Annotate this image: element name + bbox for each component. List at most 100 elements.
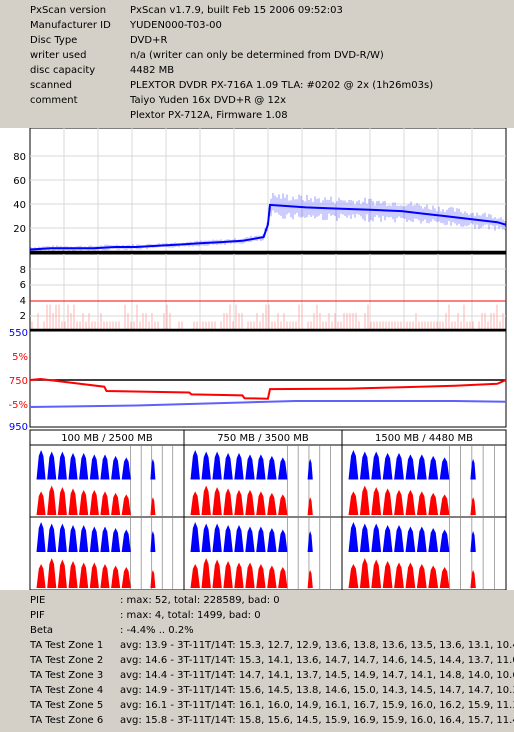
ta-histogram-peak (428, 528, 439, 552)
ta-histogram-peak (359, 485, 370, 515)
pie-panel: 80 60 40 20 (13, 127, 507, 254)
ta-histogram-peak (267, 492, 277, 515)
ta-histogram-peak (234, 452, 244, 480)
ta-histogram-peak (212, 523, 222, 552)
ta-histogram-peak (111, 455, 121, 480)
result-row-ta4: TA Test Zone 4 avg: 14.9 - 3T-11T/14T: 15… (0, 683, 514, 698)
ta-histogram-peak (150, 458, 156, 480)
results-footer: PIE: max: 52, total: 228589, bad: 0 PIF:… (0, 593, 514, 732)
ta-histogram-peak (79, 452, 89, 480)
result-label: TA Test Zone 2 (30, 655, 104, 666)
beta-jitter-panel: 550 5% 750 -5% 950 (9, 328, 507, 433)
result-row-pie: PIE: max: 52, total: 228589, bad: 0 (0, 593, 514, 608)
ta-histogram-peak (79, 525, 89, 552)
ta-histogram-peak (245, 526, 255, 552)
ta-histogram-peak (394, 562, 404, 588)
result-row-ta1: TA Test Zone 1 avg: 13.9 - 3T-11T/14T: 15… (0, 638, 514, 653)
info-label: PxScan version (30, 5, 107, 16)
info-row-disc-type: Disc Type DVD+R (0, 34, 514, 47)
ta-histogram-peak (47, 451, 57, 480)
result-label: PIF (30, 610, 45, 621)
jitter-ytick-750: 750 (9, 376, 28, 387)
scan-chart: 80 60 40 20 8 6 4 2 550 5% 750 - (9, 127, 507, 591)
ta-histogram-peak (36, 564, 46, 588)
result-value: avg: 15.8 - 3T-11T/14T: 15.8, 15.6, 14.5… (120, 715, 514, 726)
result-label: PIE (30, 595, 46, 606)
ta-histogram-peak (470, 458, 476, 480)
info-value: Plextor PX-712A, Firmware 1.08 (130, 110, 288, 121)
ta-histogram-peak (428, 455, 439, 480)
ta-histogram-peak (89, 489, 99, 515)
result-label: TA Test Zone 4 (30, 685, 104, 696)
jitter-ytick-950: 950 (9, 422, 28, 433)
ta-histogram-peak (47, 523, 57, 552)
ta-histogram-peak (79, 489, 89, 515)
result-value: avg: 14.4 - 3T-11T/14T: 14.7, 14.1, 13.7… (120, 670, 514, 681)
info-row-writer: writer used n/a (writer can only be deter… (0, 49, 514, 62)
pie-ytick-40: 40 (13, 200, 26, 211)
result-row-ta3: TA Test Zone 3 avg: 14.4 - 3T-11T/14T: 14… (0, 668, 514, 683)
ta-histogram-peak (100, 564, 110, 588)
info-row-capacity: disc capacity 4482 MB (0, 64, 514, 77)
ta-histogram-peak (416, 526, 427, 552)
ta-histogram-peak (416, 564, 427, 588)
ta-histogram-peak (212, 451, 222, 480)
ta-histogram-peak (100, 526, 110, 552)
ta-histogram-peak (201, 451, 211, 480)
ta-histogram-peak (307, 497, 313, 515)
ta-histogram-peak (371, 559, 382, 588)
pif-panel: 8 6 4 2 (20, 253, 507, 332)
info-label: disc capacity (30, 65, 96, 76)
ta-histogram-peak (348, 522, 359, 552)
ta-histogram-peak (394, 525, 404, 552)
ta-histogram-peak (428, 565, 439, 588)
ta-histogram-peak (245, 489, 255, 515)
info-value: PxScan v1.7.9, built Feb 15 2006 09:52:0… (130, 5, 343, 16)
ta-histogram-peak (382, 561, 393, 588)
ta-histogram-peak (190, 450, 200, 480)
ta-histogram-peak (348, 450, 359, 480)
ta-histogram-peak (111, 492, 121, 515)
info-row-manufacturer: Manufacturer ID YUDEN000-T03-00 (0, 19, 514, 32)
ta-histogram-peak (470, 497, 476, 515)
ta-histogram-peak (307, 531, 313, 552)
ta-histogram-peak (382, 525, 393, 552)
ta-histogram-peak (47, 485, 57, 515)
ta-histogram-peak (57, 487, 67, 515)
ta-histogram-peak (47, 558, 57, 588)
ta-histogram-peak (439, 494, 450, 515)
ta-histogram-peak (212, 559, 222, 588)
ta-histogram-peak (111, 565, 121, 588)
ta-histogram-peak (68, 488, 78, 515)
pif-ytick-2: 2 (20, 311, 26, 322)
ta-histogram-peak (89, 454, 99, 480)
ta-histogram-peak (223, 525, 233, 552)
ta-histogram-peak (348, 491, 359, 515)
ta-histogram-peak (470, 570, 476, 588)
ta-histogram-peak (201, 558, 211, 588)
info-row-comment: comment Taiyo Yuden 16x DVD+R @ 12x (0, 94, 514, 107)
ta-histogram-peak (256, 564, 266, 588)
ta-histogram-peak (68, 561, 78, 588)
ta-histogram-peak (256, 491, 266, 515)
info-row-version: PxScan version PxScan v1.7.9, built Feb 1… (0, 4, 514, 17)
ta-header-1: 100 MB / 2500 MB (61, 433, 153, 444)
jitter-ytick-550: 550 (9, 328, 28, 339)
ta-histogram-peak (190, 564, 200, 588)
ta-histogram-peak (278, 457, 288, 480)
result-label: TA Test Zone 1 (30, 640, 104, 651)
ta-histogram-peak (57, 451, 67, 480)
ta-histogram-peak (348, 564, 359, 588)
ta-histogram-peak (223, 488, 233, 515)
ta-histogram-peak (121, 494, 131, 515)
ta-histogram-peak (394, 452, 404, 480)
ta-histogram-peak (405, 489, 416, 515)
ta-histogram-peak (416, 491, 427, 515)
ta-histogram-peak (212, 487, 222, 515)
scan-chart-area: 80 60 40 20 8 6 4 2 550 5% 750 - (0, 127, 514, 591)
ta-histogram-peak (223, 452, 233, 480)
result-row-beta: Beta: -4.4% .. 0.2% (0, 623, 514, 638)
ta-histogram-peak (57, 523, 67, 552)
info-label: Disc Type (30, 35, 78, 46)
ta-histogram-peak (394, 489, 404, 515)
